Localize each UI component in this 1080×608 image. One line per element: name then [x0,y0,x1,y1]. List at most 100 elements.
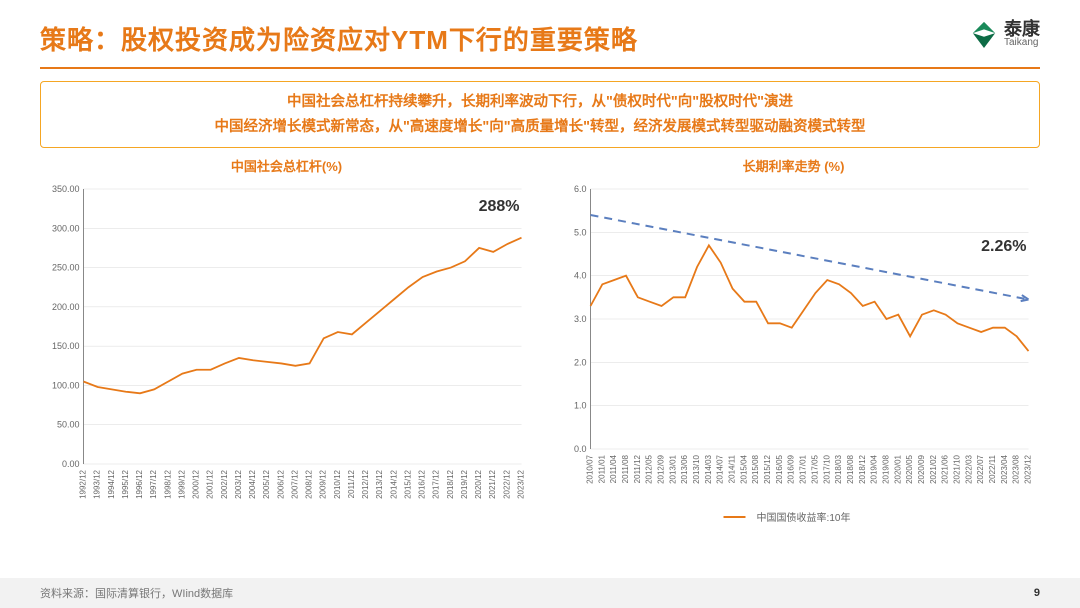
svg-text:2018/03: 2018/03 [834,455,843,484]
chart-left-panel: 中国社会总杠杆(%) 0.0050.00100.00150.00200.0025… [40,156,533,529]
logo-text-cn: 泰康 [1004,20,1040,38]
svg-text:2019/12: 2019/12 [460,470,469,499]
svg-text:2013/10: 2013/10 [692,455,701,484]
svg-text:2004/12: 2004/12 [248,470,257,499]
svg-text:2021/02: 2021/02 [929,455,938,484]
chart-right-title: 长期利率走势 (%) [547,156,1040,175]
chart-right: 0.01.02.03.04.05.06.02010/072011/012011/… [547,179,1040,529]
svg-text:2023/04: 2023/04 [1000,455,1009,484]
svg-text:2011/01: 2011/01 [597,455,606,484]
svg-text:2022/07: 2022/07 [976,455,985,484]
svg-text:2015/12: 2015/12 [763,455,772,484]
footer-page: 9 [1034,587,1040,599]
svg-text:2012/05: 2012/05 [645,455,654,484]
svg-text:2018/12: 2018/12 [446,470,455,499]
page-title: 策略：股权投资成为险资应对YTM下行的重要策略 [40,20,638,57]
svg-text:2015/12: 2015/12 [403,470,412,499]
svg-text:0.00: 0.00 [62,459,80,469]
svg-text:2021/06: 2021/06 [941,455,950,484]
svg-text:2010/12: 2010/12 [333,470,342,499]
subtitle-box: 中国社会总杠杆持续攀升，长期利率波动下行，从"债权时代"向"股权时代"演进 中国… [40,81,1040,148]
svg-text:2018/12: 2018/12 [858,455,867,484]
svg-text:2023/12: 2023/12 [517,470,526,499]
svg-text:2016/12: 2016/12 [418,470,427,499]
svg-text:2011/12: 2011/12 [633,455,642,484]
svg-text:2011/12: 2011/12 [347,470,356,499]
svg-text:1.0: 1.0 [574,401,587,411]
svg-text:1996/12: 1996/12 [135,470,144,499]
footer-source: 资料来源：国际清算银行，WIind数据库 [40,585,233,601]
svg-text:2006/12: 2006/12 [276,470,285,499]
svg-text:2023/08: 2023/08 [1012,455,1021,484]
svg-text:3.0: 3.0 [574,314,587,324]
svg-text:150.00: 150.00 [52,341,80,351]
svg-text:2014/12: 2014/12 [389,470,398,499]
svg-text:2022/11: 2022/11 [988,455,997,484]
svg-text:100.00: 100.00 [52,381,80,391]
subtitle-line-1: 中国社会总杠杆持续攀升，长期利率波动下行，从"债权时代"向"股权时代"演进 [57,90,1023,115]
svg-text:2021/12: 2021/12 [488,470,497,499]
svg-text:2015/04: 2015/04 [739,455,748,484]
svg-text:2022/03: 2022/03 [964,455,973,484]
chart-right-panel: 长期利率走势 (%) 0.01.02.03.04.05.06.02010/072… [547,156,1040,529]
svg-text:2013/12: 2013/12 [375,470,384,499]
svg-text:2017/12: 2017/12 [432,470,441,499]
svg-text:4.0: 4.0 [574,271,587,281]
svg-text:350.00: 350.00 [52,184,80,194]
svg-text:250.00: 250.00 [52,263,80,273]
charts-row: 中国社会总杠杆(%) 0.0050.00100.00150.00200.0025… [0,156,1080,529]
header: 策略：股权投资成为险资应对YTM下行的重要策略 泰康 Taikang [0,0,1080,61]
svg-text:2020/12: 2020/12 [474,470,483,499]
svg-text:2016/05: 2016/05 [775,455,784,484]
svg-text:2011/08: 2011/08 [621,455,630,484]
svg-text:2014/07: 2014/07 [716,455,725,484]
svg-text:2013/01: 2013/01 [668,455,677,484]
svg-text:6.0: 6.0 [574,184,587,194]
svg-text:0.0: 0.0 [574,444,587,454]
svg-text:2.0: 2.0 [574,358,587,368]
svg-text:2012/12: 2012/12 [361,470,370,499]
svg-text:1995/12: 1995/12 [121,470,130,499]
logo-text-en: Taikang [1004,38,1040,48]
svg-text:5.0: 5.0 [574,228,587,238]
svg-text:1994/12: 1994/12 [107,470,116,499]
svg-text:2005/12: 2005/12 [262,470,271,499]
svg-text:2013/06: 2013/06 [680,455,689,484]
svg-text:2019/04: 2019/04 [870,455,879,484]
svg-text:2017/01: 2017/01 [799,455,808,484]
svg-text:2001/12: 2001/12 [206,470,215,499]
svg-text:2020/05: 2020/05 [905,455,914,484]
svg-text:2022/12: 2022/12 [502,470,511,499]
footer: 资料来源：国际清算银行，WIind数据库 9 [0,578,1080,608]
svg-text:2017/10: 2017/10 [822,455,831,484]
chart-left-title: 中国社会总杠杆(%) [40,156,533,175]
svg-text:2015/08: 2015/08 [751,455,760,484]
subtitle-line-2: 中国经济增长模式新常态，从"高速度增长"向"高质量增长"转型，经济发展模式转型驱… [57,115,1023,140]
svg-text:2000/12: 2000/12 [192,470,201,499]
svg-text:2023/12: 2023/12 [1024,455,1033,484]
svg-text:288%: 288% [479,198,520,215]
svg-text:1999/12: 1999/12 [177,470,186,499]
svg-text:2008/12: 2008/12 [305,470,314,499]
svg-text:2003/12: 2003/12 [234,470,243,499]
svg-text:中国国债收益率:10年: 中国国债收益率:10年 [757,511,851,524]
svg-text:1992/12: 1992/12 [79,470,88,499]
svg-text:2020/09: 2020/09 [917,455,926,484]
svg-text:2014/11: 2014/11 [728,455,737,484]
svg-text:2014/03: 2014/03 [704,455,713,484]
svg-text:1997/12: 1997/12 [149,470,158,499]
logo: 泰康 Taikang [970,20,1040,48]
svg-text:2.26%: 2.26% [981,238,1026,255]
svg-text:2009/12: 2009/12 [319,470,328,499]
svg-text:2018/08: 2018/08 [846,455,855,484]
svg-text:2019/08: 2019/08 [881,455,890,484]
svg-text:300.00: 300.00 [52,224,80,234]
svg-text:2007/12: 2007/12 [290,470,299,499]
svg-text:2017/05: 2017/05 [810,455,819,484]
logo-icon [970,20,998,48]
svg-text:50.00: 50.00 [57,420,80,430]
svg-text:1998/12: 1998/12 [163,470,172,499]
svg-text:2012/09: 2012/09 [657,455,666,484]
svg-text:2002/12: 2002/12 [220,470,229,499]
svg-text:2011/04: 2011/04 [609,455,618,484]
